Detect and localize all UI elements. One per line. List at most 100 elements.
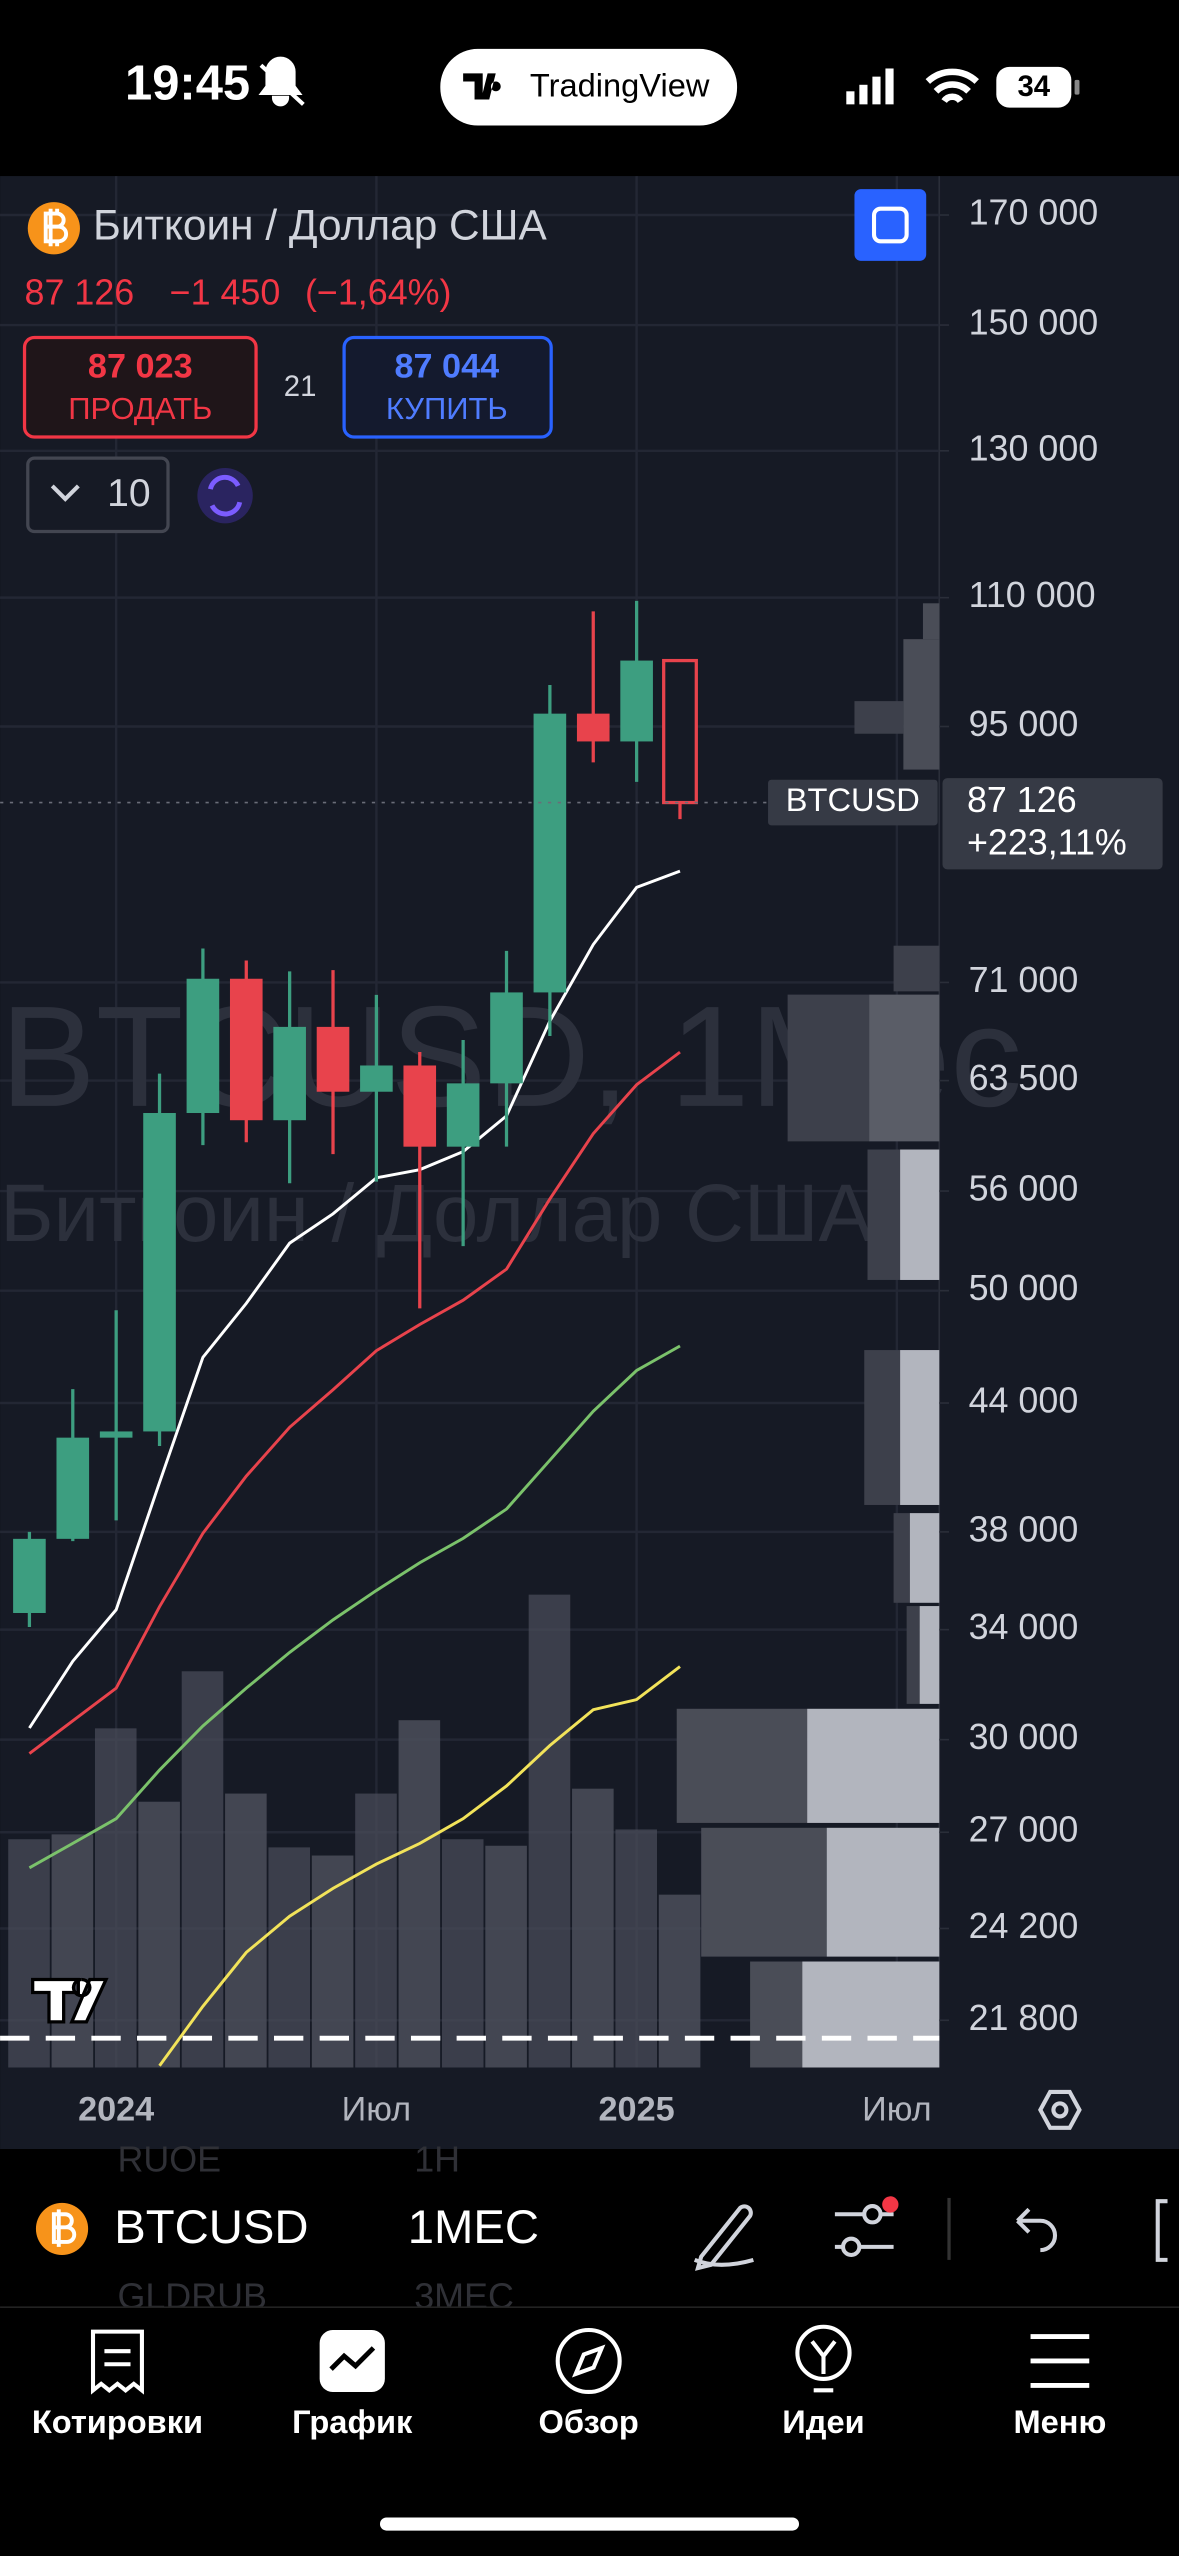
last-price: 87 126 — [25, 273, 135, 313]
sync-icon — [208, 474, 243, 517]
volume-bar — [528, 1594, 571, 2068]
watermark-name: Биткоин / Доллар США — [0, 1168, 873, 1259]
x-tick-label: 2025 — [599, 2091, 675, 2129]
clock: 19:45 — [125, 56, 250, 110]
volume-bar — [181, 1671, 224, 2068]
slider-knob — [841, 2236, 862, 2258]
silent-icon — [258, 56, 305, 107]
indicator-line — [28, 1344, 681, 1870]
volume-bar — [572, 1788, 614, 2068]
symbol-label: BTCUSD — [786, 781, 920, 818]
candle-body — [186, 978, 220, 1114]
battery-level: 34 — [1018, 70, 1051, 103]
volume-bar — [8, 1839, 50, 2068]
volume-bar — [441, 1839, 484, 2068]
toolbar-interval[interactable]: 1МЕС — [408, 2201, 539, 2254]
candle-body — [316, 1026, 350, 1092]
tab-bar — [0, 2307, 1179, 2556]
volume-bar — [51, 1834, 94, 2068]
app-name: TradingView — [530, 67, 710, 104]
app-pill[interactable] — [440, 48, 738, 126]
y-tick-label: 110 000 — [969, 575, 1096, 615]
fullscreen-button[interactable] — [854, 189, 927, 261]
toolbar-symbol[interactable]: BTCUSD — [114, 2201, 308, 2254]
draw-tool-button[interactable] — [693, 2204, 754, 2271]
menu-icon — [1030, 2334, 1090, 2388]
slider-knob — [862, 2204, 883, 2225]
sell-label: ПРОДАТЬ — [68, 391, 212, 426]
y-tick-label: 95 000 — [969, 704, 1079, 744]
candle-body — [360, 1065, 393, 1092]
wifi-icon — [925, 68, 979, 104]
chevron-icon — [50, 484, 80, 502]
tabs: Котировки График Обзор Идеи Меню — [32, 2403, 1107, 2440]
spread: 21 — [284, 370, 317, 403]
tv-watermark-logo — [31, 1977, 109, 2024]
btc-glyph — [51, 2209, 77, 2247]
undo-button[interactable] — [1016, 2207, 1057, 2253]
ghost-symbol: RUOE — [117, 2140, 221, 2180]
indicator-line — [158, 1665, 681, 2067]
battery — [996, 66, 1072, 108]
signal-icon — [846, 68, 894, 105]
toolbar — [0, 2149, 1179, 2308]
indicator-line — [28, 869, 681, 1729]
tab-label[interactable]: Котировки — [32, 2403, 203, 2440]
ghost-interval: 1H — [414, 2140, 460, 2180]
volume-bar — [355, 1793, 397, 2068]
y-tick-label: 24 200 — [969, 1906, 1079, 1946]
volume-bar — [311, 1855, 354, 2068]
volume-bar — [615, 1829, 658, 2068]
battery-tip — [1074, 79, 1080, 95]
tab-label[interactable]: График — [292, 2403, 413, 2440]
candle-body — [620, 660, 653, 742]
y-tick-label: 50 000 — [969, 1268, 1079, 1308]
symbol-label-box — [768, 779, 938, 826]
sell-button[interactable] — [22, 335, 258, 439]
change-label: +223,11% — [967, 822, 1127, 862]
volume-bar — [268, 1847, 311, 2068]
price-axis: 170 000 150 000 130 000 110 000 95 000 71 000… — [78, 193, 1098, 2129]
settings-button[interactable] — [1038, 2089, 1082, 2130]
price-change: −1 450 — [170, 273, 281, 313]
buy-button[interactable] — [342, 335, 553, 439]
candle-body — [490, 992, 523, 1084]
symbol-name[interactable]: Биткоин / Доллар США — [93, 201, 547, 248]
y-tick-label: 44 000 — [969, 1380, 1079, 1420]
ideas-icon — [795, 2324, 852, 2381]
candle-body — [403, 1065, 437, 1147]
y-tick-label: 150 000 — [969, 303, 1099, 343]
x-tick-label: 2024 — [78, 2091, 154, 2129]
y-tick-label: 63 500 — [969, 1058, 1079, 1098]
bulb-lines — [810, 2340, 837, 2393]
price-label-box — [942, 778, 1163, 870]
home-indicator — [379, 2517, 800, 2531]
volume-profile — [676, 603, 940, 2068]
tab-label[interactable]: Идеи — [782, 2403, 864, 2440]
volume-bar — [658, 1894, 701, 2068]
quantity-box[interactable] — [26, 456, 170, 534]
candle-body — [229, 978, 263, 1121]
quotes-icon — [90, 2329, 144, 2395]
more-button[interactable] — [1155, 2199, 1168, 2262]
buy-label: КУПИТЬ — [386, 391, 508, 426]
tab-label[interactable]: Меню — [1013, 2403, 1106, 2440]
y-tick-label: 170 000 — [969, 193, 1099, 233]
volume-bar — [225, 1793, 267, 2068]
candle-body — [576, 713, 610, 742]
notification-dot — [882, 2196, 899, 2213]
price-label: 87 126 — [967, 780, 1077, 820]
tab-label[interactable]: Обзор — [539, 2403, 639, 2440]
candle-body — [56, 1437, 90, 1539]
x-tick-label: Июл — [862, 2091, 932, 2129]
y-tick-label: 71 000 — [969, 960, 1079, 1000]
candle-body — [533, 713, 567, 993]
volume-bar — [138, 1801, 180, 2068]
sell-price: 87 023 — [88, 348, 193, 386]
y-tick-label: 30 000 — [969, 1717, 1079, 1757]
y-tick-label: 21 800 — [969, 1998, 1079, 2038]
y-tick-label: 34 000 — [969, 1607, 1079, 1647]
explore-icon — [555, 2327, 622, 2395]
